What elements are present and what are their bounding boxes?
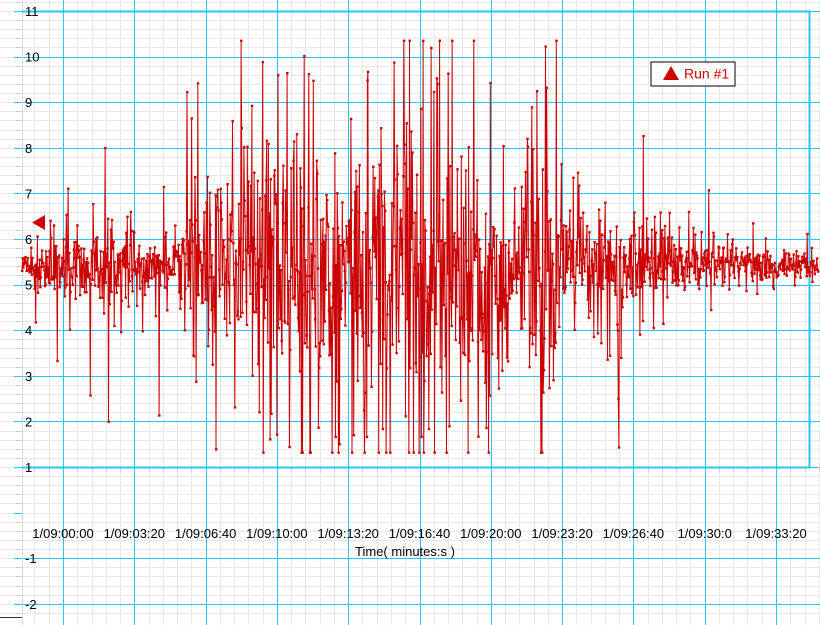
y-axis-tick-labels: 11 10 9 8 7 6 5 4 3 2 1 -1 -2 xyxy=(25,4,39,612)
series-polyline xyxy=(21,40,819,453)
y-tick-label: 4 xyxy=(25,323,32,338)
x-tick-label: 1/09:23:20 xyxy=(531,526,592,541)
y-tick-label: 11 xyxy=(25,4,39,19)
x-tick-label: 1/09:03:20 xyxy=(104,526,165,541)
x-axis-title: Time( minutes:s ) xyxy=(355,544,455,559)
x-tick-label: 1/09:30:0 xyxy=(678,526,732,541)
cursor-marker-icon[interactable] xyxy=(32,215,45,230)
y-tick-label: 8 xyxy=(25,141,32,156)
y-tick-label: 5 xyxy=(25,278,32,293)
y-tick-label: -2 xyxy=(25,597,37,612)
x-tick-label: 1/09:33:20 xyxy=(745,526,806,541)
x-tick-label: 1/09:20:00 xyxy=(460,526,521,541)
series-point-markers xyxy=(21,39,820,454)
series-run-1[interactable] xyxy=(21,39,820,454)
y-tick-label: 9 xyxy=(25,95,32,110)
y-tick-label: 7 xyxy=(25,186,32,201)
triangle-left-icon xyxy=(32,215,45,230)
y-tick-label: -1 xyxy=(25,551,37,566)
legend-frame xyxy=(650,61,736,87)
y-tick-label: 2 xyxy=(25,414,32,429)
x-tick-label: 1/09:00:00 xyxy=(32,526,93,541)
x-tick-label: 1/09:10:00 xyxy=(246,526,307,541)
y-tick-label: 6 xyxy=(25,232,32,247)
legend[interactable]: Run #1 xyxy=(650,61,736,87)
y-tick-label: 10 xyxy=(25,50,39,65)
triangle-up-icon xyxy=(663,66,679,80)
y-tick-label: 1 xyxy=(25,460,32,475)
plot-area-border xyxy=(22,10,811,469)
x-tick-label: 1/09:16:40 xyxy=(389,526,450,541)
x-tick-label: 1/09:06:40 xyxy=(175,526,236,541)
x-tick-label: 1/09:26:40 xyxy=(603,526,664,541)
y-tick-label: 3 xyxy=(25,369,32,384)
x-axis-tick-labels: 1/09:00:00 1/09:03:20 1/09:06:40 1/09:10:00… xyxy=(32,526,806,541)
x-tick-label: 1/09:13:20 xyxy=(317,526,378,541)
legend-entry-label: Run #1 xyxy=(684,66,729,82)
